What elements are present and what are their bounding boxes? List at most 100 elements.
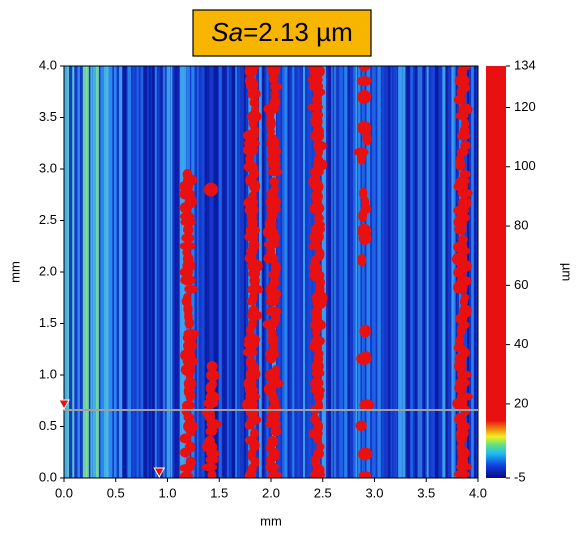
surface-peak xyxy=(310,377,324,390)
surface-peak xyxy=(183,419,198,434)
surface-peak xyxy=(353,147,369,157)
x-tick-label: 1.0 xyxy=(158,485,176,500)
surface-peak xyxy=(267,326,277,339)
surface-peak xyxy=(269,177,280,186)
x-tick-label: 1.5 xyxy=(210,485,228,500)
surface-stripe xyxy=(170,66,173,478)
surface-stripe xyxy=(426,66,429,478)
surface-peak xyxy=(454,413,467,425)
surface-peak xyxy=(263,252,279,264)
surface-peak xyxy=(455,212,471,223)
surface-stripe xyxy=(471,66,474,478)
surface-peak xyxy=(456,441,466,454)
surface-peak xyxy=(356,76,372,87)
surface-stripe xyxy=(103,66,108,478)
surface-peak xyxy=(247,88,261,100)
surface-peak xyxy=(458,103,473,115)
surface-stripe xyxy=(67,66,70,478)
surface-peak xyxy=(181,233,195,243)
colorbar-tick-label: 134 xyxy=(514,57,536,72)
surface-peak xyxy=(456,276,472,287)
x-axis-label: mm xyxy=(260,513,282,528)
surface-peak xyxy=(359,324,371,338)
surface-stripe xyxy=(474,66,477,478)
surface-peak xyxy=(268,72,279,85)
surface-peak xyxy=(455,176,470,186)
surface-peak xyxy=(310,319,326,331)
surface-peak xyxy=(242,347,258,357)
surface-peak xyxy=(266,66,281,72)
surface-stripe xyxy=(321,66,326,478)
surface-stripe xyxy=(243,66,246,478)
surface-peak xyxy=(455,153,465,167)
surface-peak xyxy=(453,470,470,478)
surface-peak xyxy=(182,224,194,236)
surface-stripe xyxy=(402,66,407,478)
surface-stripe xyxy=(377,66,381,478)
surface-peak xyxy=(244,75,257,86)
surface-peak xyxy=(357,223,372,238)
surface-peak xyxy=(453,343,466,353)
surface-peak xyxy=(269,96,281,108)
surface-peak xyxy=(357,253,367,267)
surface-peak xyxy=(358,447,373,461)
surface-peak xyxy=(249,97,260,108)
surface-peak xyxy=(179,471,193,478)
surface-peak xyxy=(249,275,260,287)
surface-peak xyxy=(315,247,325,261)
surface-stripe xyxy=(174,66,179,478)
colorbar-label: µm xyxy=(560,263,575,281)
surface-stripe xyxy=(355,66,358,478)
surface-peak xyxy=(184,284,198,294)
surface-stripe xyxy=(259,66,262,478)
surface-stripe xyxy=(207,66,210,478)
x-tick-label: 3.0 xyxy=(365,485,383,500)
surface-peak xyxy=(208,378,217,390)
surface-peak xyxy=(359,187,368,200)
surface-peak xyxy=(184,441,196,453)
surface-peak xyxy=(270,260,281,275)
surface-stripe xyxy=(434,66,438,478)
surface-stripe xyxy=(119,66,123,478)
surface-peak xyxy=(460,140,471,151)
surface-stripe xyxy=(90,66,93,478)
surface-stripe xyxy=(436,66,439,478)
surface-peak xyxy=(455,334,464,347)
y-tick-label: 2.0 xyxy=(39,263,57,278)
surface-stripe xyxy=(451,66,454,478)
x-tick-label: 0.0 xyxy=(55,485,73,500)
surface-peak xyxy=(314,213,324,223)
y-axis-label: mm xyxy=(7,261,22,283)
surface-peak xyxy=(308,241,322,251)
x-tick-label: 2.5 xyxy=(314,485,332,500)
surface-peak xyxy=(203,182,218,197)
surface-peak xyxy=(206,369,220,382)
surface-stripe xyxy=(143,66,147,478)
surface-stripe xyxy=(262,66,265,478)
surface-peak xyxy=(313,220,325,230)
surface-peak xyxy=(455,377,470,388)
surface-stripe xyxy=(140,66,145,478)
surface-peak xyxy=(204,435,216,447)
surface-peak xyxy=(247,284,263,295)
surface-peak xyxy=(270,426,282,437)
surface-stripe xyxy=(72,66,75,478)
surface-stripe xyxy=(467,66,470,478)
surface-peak xyxy=(458,234,468,244)
surface-peak xyxy=(312,140,327,151)
surface-stripe xyxy=(297,66,300,478)
surface-stripe xyxy=(361,66,365,478)
surface-peak xyxy=(271,365,280,375)
surface-peak xyxy=(248,191,257,202)
surface-stripe xyxy=(445,66,448,478)
surface-peak xyxy=(314,399,324,413)
surface-peak xyxy=(264,462,279,472)
surface-peak xyxy=(180,211,195,221)
surface-peak xyxy=(244,333,261,346)
surface-peak xyxy=(183,329,199,339)
y-tick-label: 3.0 xyxy=(39,160,57,175)
surface-stripe xyxy=(92,66,97,478)
surface-peak xyxy=(311,290,328,305)
surface-peak xyxy=(201,463,218,472)
surface-stripe xyxy=(327,66,332,478)
